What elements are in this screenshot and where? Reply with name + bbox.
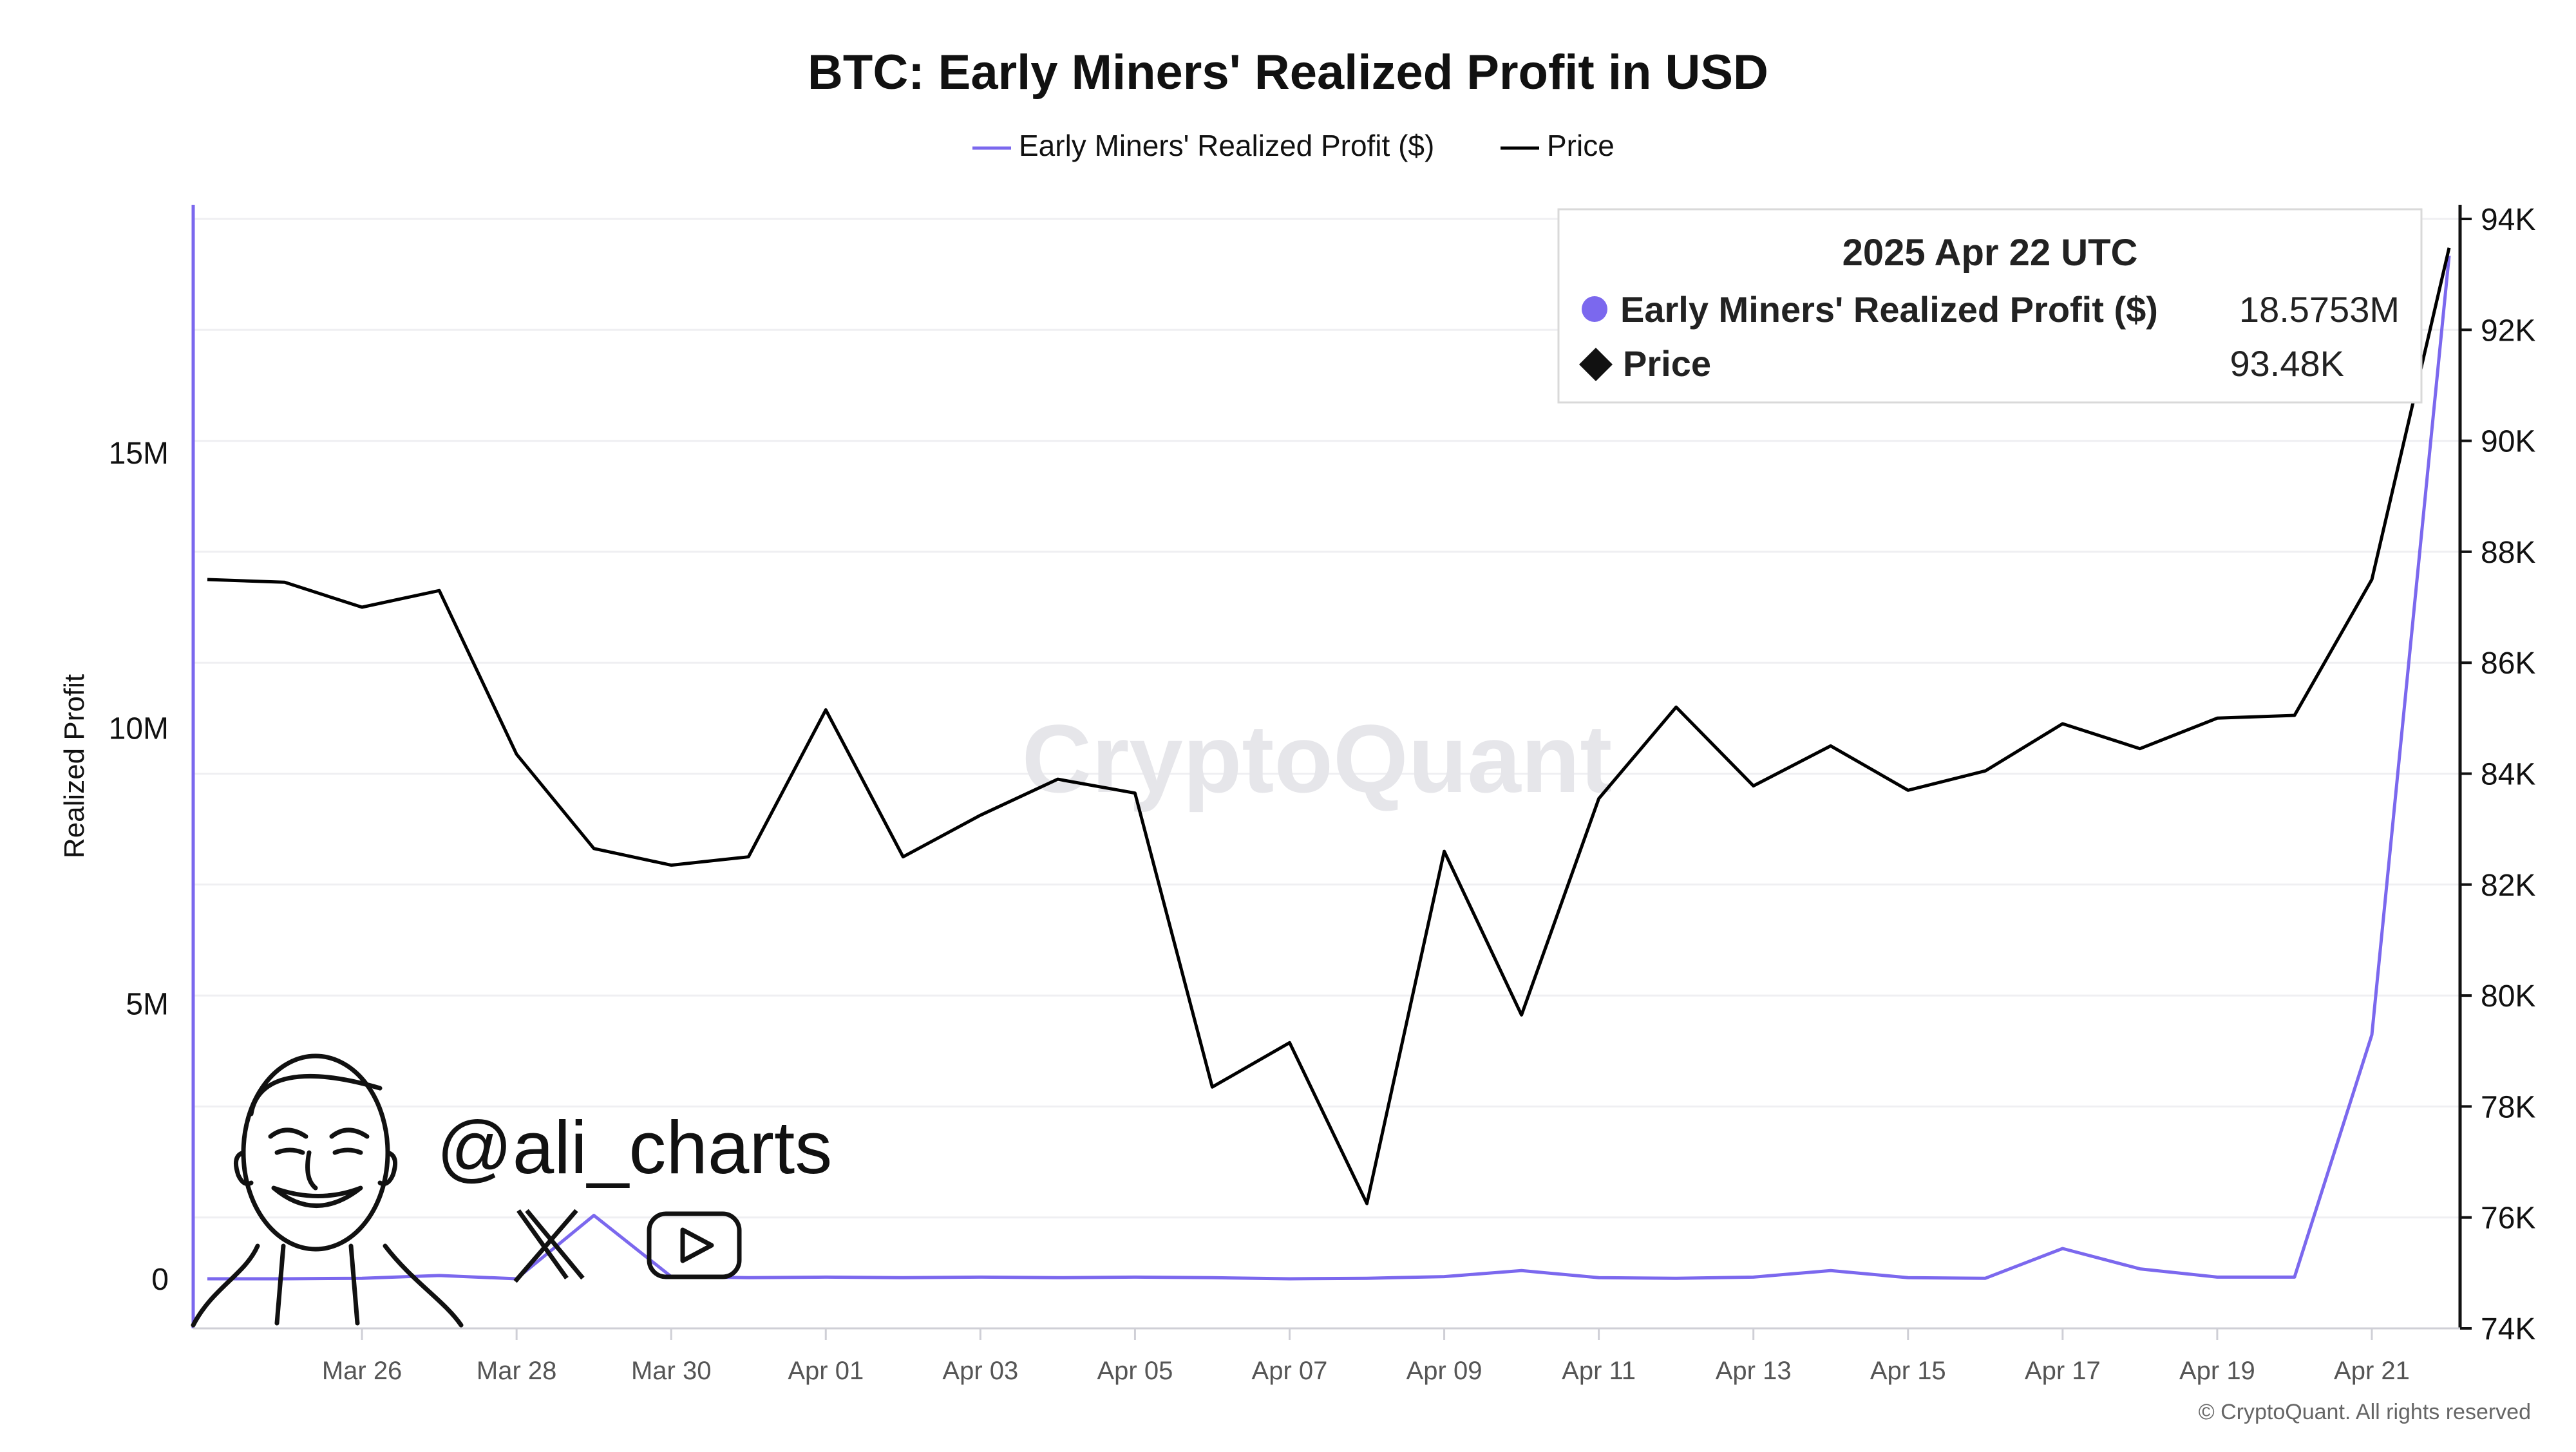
right-tick-label-5: 84K — [2481, 758, 2535, 792]
right-tick-label-10: 94K — [2481, 203, 2535, 237]
x-logo-icon — [515, 1211, 583, 1281]
x-tick-label-0: Mar 26 — [322, 1357, 402, 1385]
x-tick-label-7: Apr 09 — [1406, 1357, 1482, 1385]
x-tick-label-5: Apr 05 — [1097, 1357, 1173, 1385]
avatar-sketch — [193, 1056, 461, 1325]
left-tick-label-3: 15M — [109, 437, 169, 471]
right-tick-label-8: 90K — [2481, 425, 2535, 459]
right-tick-label-1: 76K — [2481, 1202, 2535, 1236]
right-y-axis: 74K 76K 78K 80K 82K 84K 86K 88K 90K 92K 94K — [2460, 203, 2535, 1346]
x-tick-label-10: Apr 15 — [1870, 1357, 1946, 1385]
copyright: © CryptoQuant. All rights reserved — [2199, 1400, 2531, 1424]
y-axis-label: Realized Profit — [59, 674, 90, 858]
x-tick-label-12: Apr 19 — [2179, 1357, 2255, 1385]
youtube-play-icon — [649, 1214, 739, 1277]
right-tick-label-4: 82K — [2481, 869, 2535, 903]
chart-title: BTC: Early Miners' Realized Profit in US… — [808, 45, 1768, 100]
right-tick-label-6: 86K — [2481, 646, 2535, 681]
x-axis: Mar 26 Mar 28 Mar 30 Apr 01 Apr 03 Apr 05 Apr … — [193, 1328, 2460, 1385]
branding: @ali_charts — [193, 1056, 832, 1325]
left-tick-label-2: 10M — [109, 712, 169, 746]
tooltip-profit-label: Early Miners' Realized Profit ($) — [1620, 289, 2158, 330]
left-tick-label-1: 5M — [126, 987, 169, 1021]
x-tick-label-1: Mar 28 — [477, 1357, 557, 1385]
legend-label-profit: Early Miners' Realized Profit ($) — [1019, 129, 1434, 162]
tooltip-profit-value: 18.5753M — [2239, 289, 2400, 330]
right-tick-label-0: 74K — [2481, 1312, 2535, 1346]
legend: Early Miners' Realized Profit ($) Price — [972, 129, 1615, 162]
x-tick-label-11: Apr 17 — [2025, 1357, 2101, 1385]
handle-text: @ali_charts — [437, 1106, 832, 1189]
x-tick-label-4: Apr 03 — [942, 1357, 1018, 1385]
right-tick-label-9: 92K — [2481, 314, 2535, 348]
tooltip-profit-marker — [1582, 296, 1607, 322]
watermark-group: CryptoQuant — [1022, 704, 1613, 813]
x-tick-label-13: Apr 21 — [2334, 1357, 2410, 1385]
x-tick-label-8: Apr 11 — [1562, 1357, 1636, 1385]
tooltip-price-value: 93.48K — [2230, 343, 2345, 384]
right-tick-label-3: 80K — [2481, 979, 2535, 1014]
tooltip: 2025 Apr 22 UTC Early Miners' Realized P… — [1558, 209, 2421, 402]
x-tick-label-2: Mar 30 — [631, 1357, 712, 1385]
right-tick-label-2: 78K — [2481, 1090, 2535, 1124]
left-tick-label-0: 0 — [151, 1263, 169, 1297]
legend-label-price: Price — [1547, 129, 1615, 162]
x-tick-label-6: Apr 07 — [1252, 1357, 1328, 1385]
x-tick-label-9: Apr 13 — [1716, 1357, 1792, 1385]
x-tick-label-3: Apr 01 — [788, 1357, 864, 1385]
tooltip-date: 2025 Apr 22 UTC — [1842, 232, 2138, 274]
right-tick-label-7: 88K — [2481, 536, 2535, 570]
watermark: CryptoQuant — [1022, 704, 1613, 813]
tooltip-price-label: Price — [1623, 343, 1711, 384]
left-y-axis: 0 5M 10M 15M — [109, 205, 193, 1328]
